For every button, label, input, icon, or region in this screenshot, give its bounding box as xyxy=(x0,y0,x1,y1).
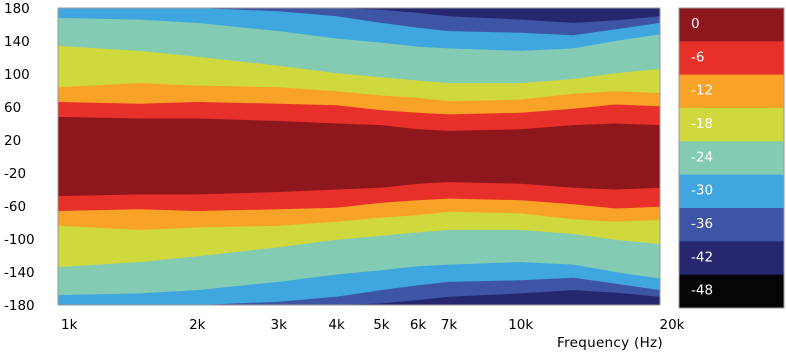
legend-label: -36 xyxy=(691,216,713,232)
y-tick-label: -100 xyxy=(4,232,35,248)
x-tick-label: 5k xyxy=(373,317,390,333)
y-tick-label: -20 xyxy=(4,166,26,182)
legend-label: 0 xyxy=(691,16,700,32)
y-tick-label: 140 xyxy=(4,34,30,50)
legend-swatch xyxy=(679,174,784,209)
heatmap-plot-area xyxy=(57,7,661,306)
y-axis-ticks: 180 140 100 60 20 -20 -60 -100 -140 -180 xyxy=(4,1,35,314)
legend-swatch xyxy=(679,8,784,42)
x-tick-label: 10k xyxy=(508,317,533,333)
legend-swatch xyxy=(679,74,784,109)
x-tick-label: 6k xyxy=(410,317,427,333)
color-legend: 0 -6 -12 -18 -24 -30 -36 -42 -48 xyxy=(678,7,785,309)
legend-swatch xyxy=(679,41,784,76)
legend-label: -42 xyxy=(691,249,713,265)
y-tick-label: 100 xyxy=(4,67,30,83)
x-axis-ticks: 1k 2k 3k 4k 5k 6k 7k 10k 20k xyxy=(61,317,685,333)
y-tick-label: -60 xyxy=(4,199,26,215)
legend-label: -6 xyxy=(691,49,704,65)
legend-frame xyxy=(678,7,785,309)
y-tick-label: 20 xyxy=(4,133,21,149)
x-axis-title: Frequency (Hz) xyxy=(557,335,663,351)
legend-swatch xyxy=(679,208,784,242)
legend-swatch xyxy=(679,241,784,276)
y-tick-label: 60 xyxy=(4,100,21,116)
y-tick-label: 180 xyxy=(4,1,30,17)
x-tick-label: 20k xyxy=(660,317,685,333)
plot-frame xyxy=(57,7,661,306)
x-tick-label: 3k xyxy=(271,317,288,333)
x-tick-label: 2k xyxy=(189,317,206,333)
x-tick-label: 7k xyxy=(441,317,458,333)
legend-label: -24 xyxy=(691,149,713,165)
legend-label: -12 xyxy=(691,83,713,99)
legend-label: -48 xyxy=(691,283,713,299)
legend-swatch xyxy=(679,141,784,176)
legend-label: -30 xyxy=(691,183,713,199)
x-tick-label: 4k xyxy=(328,317,345,333)
x-tick-label: 1k xyxy=(61,317,78,333)
y-tick-label: -180 xyxy=(4,298,35,314)
legend-swatch xyxy=(679,274,784,309)
level-band-0 xyxy=(58,116,660,197)
legend-label: -18 xyxy=(691,116,713,132)
y-tick-label: -140 xyxy=(4,265,35,281)
legend-swatch xyxy=(679,108,784,142)
